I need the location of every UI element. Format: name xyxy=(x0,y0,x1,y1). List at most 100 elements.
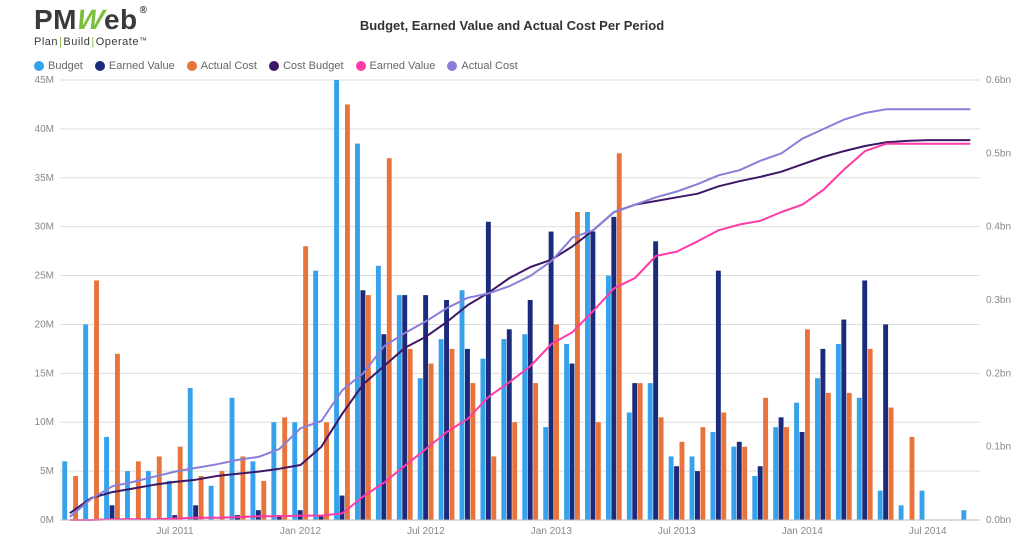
bar-earned_bar xyxy=(653,241,658,520)
bar-actual_bar xyxy=(533,383,538,520)
x-tick: Jul 2014 xyxy=(909,526,947,537)
bar-actual_bar xyxy=(199,476,204,520)
bar-actual_bar xyxy=(889,408,894,520)
bar-earned_bar xyxy=(590,232,595,520)
bar-earned_bar xyxy=(841,320,846,520)
line-earned_ln xyxy=(71,144,970,520)
bar-earned_bar xyxy=(256,510,261,520)
bar-earned_bar xyxy=(820,349,825,520)
bar-actual_bar xyxy=(366,295,371,520)
x-tick: Jul 2012 xyxy=(407,526,445,537)
bar-budget_bar xyxy=(878,491,883,520)
bar-actual_bar xyxy=(408,349,413,520)
bar-budget_bar xyxy=(899,505,904,520)
bar-actual_bar xyxy=(805,329,810,520)
bar-actual_bar xyxy=(261,481,266,520)
bar-earned_bar xyxy=(570,364,575,520)
x-tick: Jan 2012 xyxy=(280,526,322,537)
bar-actual_bar xyxy=(826,393,831,520)
bar-actual_bar xyxy=(910,437,915,520)
bar-budget_bar xyxy=(230,398,235,520)
bar-budget_bar xyxy=(627,412,632,520)
page: PMWeb® Plan|Build|Operate™ Budget, Earne… xyxy=(0,0,1024,554)
y-left-tick: 45M xyxy=(35,75,54,86)
bar-actual_bar xyxy=(491,456,496,520)
bar-actual_bar xyxy=(575,212,580,520)
bar-budget_bar xyxy=(355,144,360,520)
bar-earned_bar xyxy=(632,383,637,520)
bar-actual_bar xyxy=(115,354,120,520)
y-left-tick: 25M xyxy=(35,271,54,282)
bar-budget_bar xyxy=(669,456,674,520)
bar-actual_bar xyxy=(596,422,601,520)
bar-budget_bar xyxy=(104,437,109,520)
bar-earned_bar xyxy=(611,217,616,520)
y-left-tick: 15M xyxy=(35,368,54,379)
bar-actual_bar xyxy=(659,417,664,520)
y-left-tick: 40M xyxy=(35,124,54,135)
bar-actual_bar xyxy=(387,158,392,520)
bar-budget_bar xyxy=(62,461,67,520)
bar-actual_bar xyxy=(429,364,434,520)
bar-actual_bar xyxy=(617,153,622,520)
y-right-tick: 0.6bn xyxy=(986,75,1011,86)
bar-earned_bar xyxy=(507,329,512,520)
chart-canvas: 0M5M10M15M20M25M30M35M40M45M0.0bn0.1bn0.… xyxy=(0,0,1024,554)
bar-earned_bar xyxy=(549,232,554,520)
bar-budget_bar xyxy=(564,344,569,520)
bar-actual_bar xyxy=(303,246,308,520)
bar-budget_bar xyxy=(690,456,695,520)
x-tick: Jul 2013 xyxy=(658,526,696,537)
y-right-tick: 0.3bn xyxy=(986,295,1011,306)
bar-earned_bar xyxy=(110,505,115,520)
bar-budget_bar xyxy=(83,324,88,520)
x-tick: Jul 2011 xyxy=(156,526,194,537)
bar-budget_bar xyxy=(460,290,465,520)
line-cost_budget_ln xyxy=(71,140,970,513)
bar-earned_bar xyxy=(444,300,449,520)
y-right-tick: 0.4bn xyxy=(986,222,1011,233)
bar-budget_bar xyxy=(480,359,485,520)
bar-budget_bar xyxy=(961,510,966,520)
y-left-tick: 35M xyxy=(35,173,54,184)
bar-budget_bar xyxy=(313,271,318,520)
y-right-tick: 0.2bn xyxy=(986,368,1011,379)
bar-budget_bar xyxy=(543,427,548,520)
y-right-tick: 0.1bn xyxy=(986,442,1011,453)
bar-earned_bar xyxy=(674,466,679,520)
bar-earned_bar xyxy=(360,290,365,520)
bar-earned_bar xyxy=(737,442,742,520)
bar-budget_bar xyxy=(501,339,506,520)
bar-actual_bar xyxy=(847,393,852,520)
bar-budget_bar xyxy=(167,481,172,520)
x-tick: Jan 2013 xyxy=(531,526,573,537)
y-left-tick: 10M xyxy=(35,417,54,428)
bar-budget_bar xyxy=(271,422,276,520)
bar-actual_bar xyxy=(742,447,747,520)
bar-actual_bar xyxy=(700,427,705,520)
bar-budget_bar xyxy=(439,339,444,520)
bar-actual_bar xyxy=(178,447,183,520)
y-left-tick: 20M xyxy=(35,319,54,330)
bar-earned_bar xyxy=(779,417,784,520)
bar-budget_bar xyxy=(209,486,214,520)
y-right-tick: 0.5bn xyxy=(986,148,1011,159)
bar-budget_bar xyxy=(752,476,757,520)
bar-actual_bar xyxy=(512,422,517,520)
bar-budget_bar xyxy=(648,383,653,520)
bar-budget_bar xyxy=(710,432,715,520)
bar-budget_bar xyxy=(334,80,339,520)
bar-actual_bar xyxy=(784,427,789,520)
bar-budget_bar xyxy=(773,427,778,520)
bar-earned_bar xyxy=(758,466,763,520)
bar-actual_bar xyxy=(345,104,350,520)
bar-budget_bar xyxy=(836,344,841,520)
bar-budget_bar xyxy=(606,276,611,520)
bar-budget_bar xyxy=(794,403,799,520)
bar-budget_bar xyxy=(418,378,423,520)
y-left-tick: 30M xyxy=(35,222,54,233)
bar-actual_bar xyxy=(638,383,643,520)
bar-earned_bar xyxy=(340,496,345,520)
bar-earned_bar xyxy=(465,349,470,520)
line-actual_ln xyxy=(71,109,970,516)
